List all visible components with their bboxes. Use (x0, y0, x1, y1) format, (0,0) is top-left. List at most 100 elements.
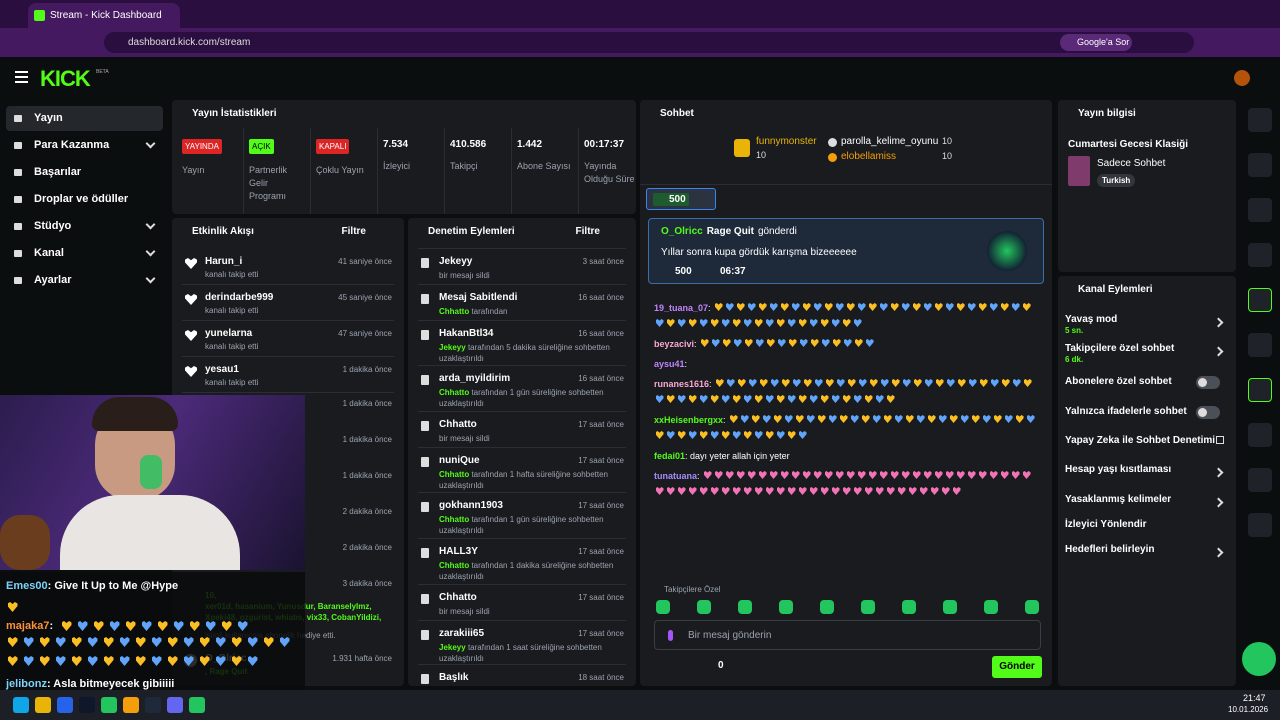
chat-user[interactable]: beyzacivi (654, 339, 695, 349)
leader-name: elobellamiss (841, 151, 897, 162)
user: yesau1 (205, 364, 239, 375)
rail-button[interactable] (1248, 198, 1272, 222)
action-label[interactable]: Hedefleri belirleyin (1065, 544, 1155, 555)
chat-user[interactable]: runanes1616 (654, 379, 710, 389)
rail-button[interactable] (1248, 153, 1272, 177)
toggle[interactable] (1196, 406, 1220, 419)
filter[interactable]: Filtre (341, 226, 366, 237)
overlay-user: Emes00 (6, 580, 48, 592)
send-button[interactable]: Gönder (992, 656, 1042, 678)
emote (923, 303, 932, 311)
avatar[interactable] (1234, 70, 1250, 86)
emote (971, 415, 980, 423)
action-label[interactable]: Yalnızca ifadelerle sohbet (1065, 406, 1187, 417)
rail-button[interactable] (1248, 243, 1272, 267)
nav-item[interactable]: Para Kazanma (34, 139, 110, 151)
app-icon[interactable] (35, 697, 51, 713)
nav-item[interactable]: Kanal (34, 247, 64, 259)
emote (125, 621, 136, 631)
emote (912, 471, 921, 479)
rail-button[interactable] (1248, 423, 1272, 447)
clock-time: 21:47 (1243, 693, 1266, 703)
nav-item[interactable]: Droplar ve ödüller (34, 193, 129, 205)
emote (754, 395, 763, 403)
chat-user[interactable]: 19_tuana_07 (654, 303, 709, 313)
nav-icon (14, 142, 22, 149)
rail-button[interactable] (1248, 333, 1272, 357)
emote-button[interactable] (902, 600, 916, 614)
emote (87, 656, 98, 666)
action-label[interactable]: Yapay Zeka ile Sohbet Denetimi (1065, 435, 1216, 446)
rail-button[interactable] (1248, 378, 1272, 402)
rail-button[interactable] (1248, 513, 1272, 537)
pinned-pill[interactable]: 500 (646, 188, 716, 210)
time: 17 saat önce (578, 456, 624, 465)
rail-button[interactable] (1248, 108, 1272, 132)
emote-button[interactable] (738, 600, 752, 614)
emote-button[interactable] (656, 600, 670, 614)
emote (1000, 471, 1009, 479)
chat-message: xxHeisenbergxx: (654, 412, 1039, 444)
action-label[interactable]: Takipçilere özel sohbet (1065, 343, 1175, 354)
emote-button[interactable] (1025, 600, 1039, 614)
app-icon[interactable] (79, 697, 95, 713)
emote (912, 303, 921, 311)
action-label[interactable]: Hesap yaşı kısıtlaması (1065, 464, 1172, 475)
emote (711, 339, 720, 347)
toggle[interactable] (1196, 376, 1220, 389)
active-bg (6, 106, 163, 131)
nav-item[interactable]: Başarılar (34, 166, 82, 178)
search-chip[interactable]: Google'a Sor (1060, 34, 1132, 51)
nav-item[interactable]: Ayarlar (34, 274, 72, 286)
chevron (145, 219, 156, 230)
emote-button[interactable] (984, 600, 998, 614)
rail-button[interactable] (1248, 288, 1272, 312)
emote (806, 415, 815, 423)
action-label[interactable]: Yasaklanmış kelimeler (1065, 494, 1172, 505)
menu-icon[interactable] (15, 71, 28, 73)
app-icon[interactable] (145, 697, 161, 713)
app-icon[interactable] (13, 697, 29, 713)
app-icon[interactable] (57, 697, 73, 713)
emote-button[interactable] (820, 600, 834, 614)
nav-item[interactable]: Stüdyo (34, 220, 72, 232)
chat-user[interactable]: xxHeisenbergxx (654, 415, 724, 425)
emote (853, 319, 862, 327)
app-icon[interactable] (167, 697, 183, 713)
action-label[interactable]: İzleyici Yönlendir (1065, 519, 1147, 530)
emote (759, 379, 768, 387)
chat-user[interactable]: aysu41 (654, 359, 685, 369)
app-icon[interactable] (189, 697, 205, 713)
filter[interactable]: Filtre (575, 226, 600, 237)
emote-button[interactable] (697, 600, 711, 614)
time: 1 dakika önce (342, 399, 392, 408)
chat-input[interactable]: Bir mesaj gönderin (654, 620, 1041, 650)
emote (809, 319, 818, 327)
action-label[interactable]: Yavaş mod (1065, 314, 1118, 325)
emote (777, 339, 786, 347)
emote-button[interactable] (861, 600, 875, 614)
action-label[interactable]: Abonelere özel sohbet (1065, 376, 1172, 387)
emote-button[interactable] (779, 600, 793, 614)
nav-item[interactable]: Yayın (34, 112, 63, 124)
emote (802, 471, 811, 479)
app-icon[interactable] (123, 697, 139, 713)
emote-button[interactable] (943, 600, 957, 614)
chat-user[interactable]: tunatuana (654, 471, 698, 481)
emote (666, 431, 675, 439)
emote (825, 379, 834, 387)
app-icon[interactable] (101, 697, 117, 713)
chat-user[interactable]: fedai01 (654, 451, 686, 461)
support-button[interactable] (1242, 642, 1276, 676)
emote (864, 487, 873, 495)
panel-title: Sohbet (660, 108, 694, 119)
actor: Chhatto (439, 470, 470, 479)
address-bar[interactable]: dashboard.kick.com/stream Google'a Sor (104, 32, 1194, 53)
tab[interactable]: Stream - Kick Dashboard (28, 3, 180, 28)
emote (776, 431, 785, 439)
emote (151, 656, 162, 666)
emote (952, 487, 961, 495)
logo[interactable]: KICK (40, 66, 91, 91)
rail-button[interactable] (1248, 468, 1272, 492)
